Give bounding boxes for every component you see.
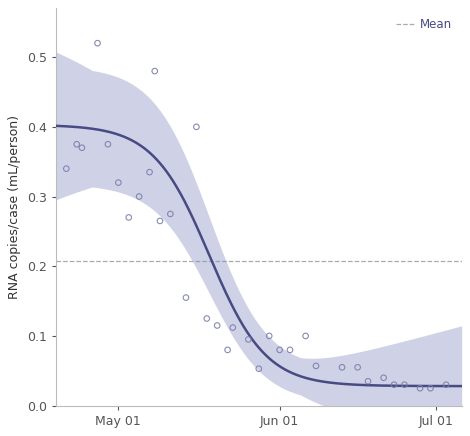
Point	[151, 68, 158, 75]
Point	[146, 169, 153, 176]
Point	[63, 165, 70, 172]
Point	[416, 385, 424, 392]
Point	[286, 346, 294, 353]
Mean	[116, 259, 121, 264]
Point	[203, 315, 211, 322]
Legend: Mean: Mean	[393, 14, 456, 34]
Point	[94, 40, 102, 47]
Point	[125, 214, 133, 221]
Point	[312, 362, 320, 369]
Point	[276, 346, 283, 353]
Point	[427, 385, 434, 392]
Point	[244, 336, 252, 343]
Point	[338, 364, 346, 371]
Point	[302, 332, 309, 339]
Point	[182, 294, 190, 301]
Point	[442, 381, 450, 388]
Point	[229, 324, 236, 331]
Point	[213, 322, 221, 329]
Point	[255, 365, 263, 372]
Point	[354, 364, 361, 371]
Point	[115, 179, 122, 186]
Point	[78, 144, 86, 151]
Point	[364, 378, 372, 385]
Point	[266, 332, 273, 339]
Point	[166, 211, 174, 218]
Point	[380, 374, 387, 381]
Point	[156, 218, 164, 225]
Point	[193, 123, 200, 130]
Y-axis label: RNA copies/case (mL/person): RNA copies/case (mL/person)	[8, 115, 21, 299]
Point	[401, 381, 408, 388]
Mean	[121, 259, 126, 264]
Point	[135, 193, 143, 200]
Point	[104, 141, 112, 148]
Point	[224, 346, 231, 353]
Point	[390, 381, 398, 388]
Point	[73, 141, 80, 148]
